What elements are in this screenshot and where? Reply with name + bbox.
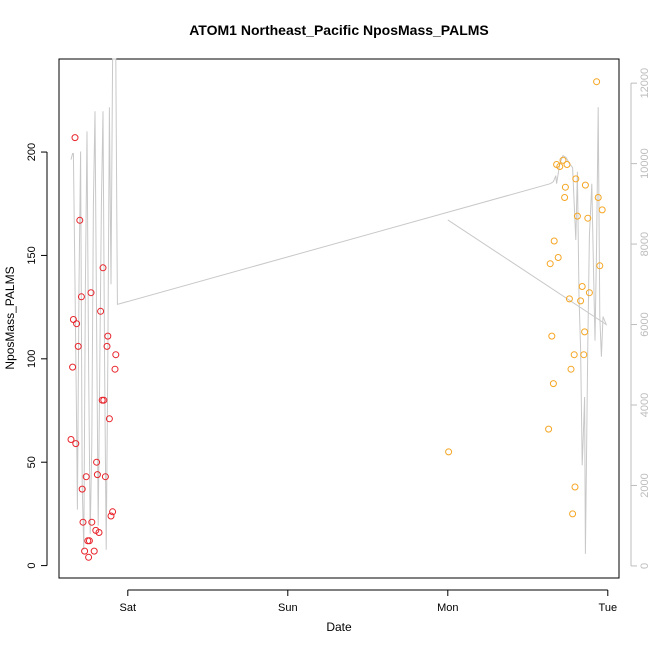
data-point-series-2 <box>598 206 606 214</box>
data-point-series-1 <box>73 320 81 328</box>
data-point-series-2 <box>565 295 573 303</box>
data-point-series-1 <box>72 440 80 448</box>
data-point-series-2 <box>578 283 586 290</box>
data-point-series-2 <box>561 183 569 191</box>
data-point-series-2 <box>585 289 593 297</box>
data-point-series-1 <box>109 508 117 516</box>
y-tick-label: 100 <box>26 350 38 368</box>
axis-layer: SatSunMonTue0501001502000200040006000800… <box>26 68 650 614</box>
y2-tick-label: 4000 <box>639 393 650 417</box>
data-point-series-1 <box>112 351 120 359</box>
data-point-series-1 <box>82 473 90 481</box>
point-layer <box>67 78 606 561</box>
data-point-series-1 <box>79 518 87 526</box>
x-tick-label: Mon <box>437 602 458 614</box>
y-tick-label: 150 <box>26 246 38 264</box>
data-point-series-1 <box>97 307 105 315</box>
y2-tick-label: 10000 <box>639 148 650 179</box>
data-point-series-1 <box>67 436 75 443</box>
y2-tick-label: 2000 <box>639 473 650 497</box>
data-point-series-2 <box>572 175 580 183</box>
data-point-series-2 <box>563 161 571 168</box>
data-point-series-2 <box>567 365 575 373</box>
data-point-series-1 <box>105 415 113 423</box>
data-point-series-2 <box>571 483 579 491</box>
data-point-series-1 <box>93 458 101 466</box>
data-point-series-1 <box>87 289 95 297</box>
data-point-series-1 <box>107 512 115 520</box>
data-point-series-2 <box>569 510 577 518</box>
data-point-series-2 <box>577 297 585 305</box>
data-point-series-2 <box>573 212 581 220</box>
data-point-series-1 <box>85 553 93 561</box>
x-tick-label: Sat <box>120 602 137 614</box>
data-point-series-1 <box>100 396 108 404</box>
data-point-series-1 <box>93 471 101 479</box>
y2-tick-label: 12000 <box>639 68 650 99</box>
data-point-series-1 <box>69 363 77 371</box>
y2-tick-label: 8000 <box>639 232 650 256</box>
line-series <box>70 58 608 554</box>
data-point-series-2 <box>559 156 567 164</box>
data-point-series-2 <box>581 181 589 189</box>
data-point-series-2 <box>596 262 604 270</box>
x-tick-label: Sun <box>278 602 298 614</box>
chart-title: ATOM1 Northeast_Pacific NposMass_PALMS <box>189 22 489 38</box>
y2-tick-label: 0 <box>639 563 650 569</box>
data-point-series-1 <box>101 473 109 481</box>
data-point-series-2 <box>593 78 601 86</box>
data-point-series-1 <box>103 342 111 350</box>
data-point-series-1 <box>81 547 89 555</box>
data-point-series-2 <box>550 237 558 245</box>
data-point-series-1 <box>78 485 86 493</box>
y-tick-label: 50 <box>26 456 38 468</box>
data-point-series-2 <box>584 214 592 222</box>
data-point-series-2 <box>546 260 554 268</box>
data-point-series-2 <box>549 380 557 388</box>
x-tick-label: Tue <box>599 602 618 614</box>
data-point-series-1 <box>111 365 119 373</box>
y2-tick-label: 6000 <box>639 312 650 336</box>
data-point-series-2 <box>548 332 556 340</box>
data-point-series-1 <box>77 293 85 301</box>
data-point-series-1 <box>76 216 84 224</box>
data-point-series-2 <box>570 351 578 359</box>
plot-frame <box>58 58 620 579</box>
data-point-series-2 <box>561 194 569 201</box>
line-series-layer <box>70 58 608 554</box>
data-point-series-2 <box>545 425 553 433</box>
data-point-series-2 <box>554 254 562 261</box>
x-axis-label: Date <box>326 620 352 634</box>
data-point-series-1 <box>90 547 98 555</box>
data-point-series-2 <box>581 328 589 336</box>
data-point-series-2 <box>594 194 602 201</box>
data-point-series-1 <box>85 537 93 545</box>
y-tick-label: 0 <box>26 563 38 569</box>
data-point-series-2 <box>556 163 564 170</box>
data-point-series-1 <box>104 332 112 340</box>
data-point-series-1 <box>74 342 82 350</box>
data-point-series-1 <box>88 518 96 526</box>
y-tick-label: 200 <box>26 143 38 161</box>
y-axis-label: NposMass_PALMS <box>3 266 17 369</box>
data-point-series-1 <box>71 134 79 142</box>
data-point-series-2 <box>580 351 588 359</box>
data-point-series-1 <box>99 264 107 272</box>
data-point-series-1 <box>95 529 103 536</box>
data-point-series-2 <box>445 448 453 456</box>
